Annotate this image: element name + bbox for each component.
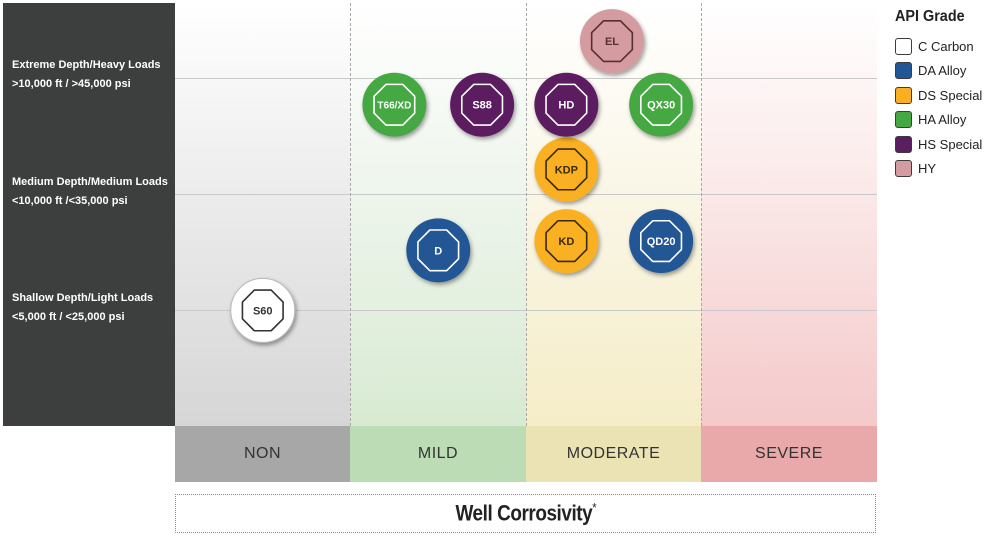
- legend-item-hy: HY: [895, 157, 999, 182]
- column-bg-severe: [701, 3, 877, 426]
- legend-items: C Carbon DA Alloy DS Special HA Alloy HS Spe…: [895, 34, 999, 181]
- legend-swatch-ds: [895, 86, 912, 104]
- column-bg-moderate: [526, 3, 701, 426]
- legend-swatch-da: [895, 62, 912, 80]
- column-bg-mild: [350, 3, 526, 426]
- legend-item-c: C Carbon: [895, 34, 999, 59]
- x-axis-title-text: Well Corrosivity: [455, 500, 592, 526]
- y-label-medium-detail: <10,000 ft /<35,000 psi: [12, 195, 128, 207]
- y-label-medium: Medium Depth/Medium Loads <10,000 ft /<3…: [12, 173, 168, 211]
- y-label-extreme-detail: >10,000 ft / >45,000 psi: [12, 78, 131, 90]
- y-axis-panel: Extreme Depth/Heavy Loads >10,000 ft / >…: [3, 3, 175, 426]
- legend-item-hs: HS Special: [895, 132, 999, 157]
- legend-title: API Grade: [895, 8, 965, 25]
- y-label-medium-name: Medium Depth/Medium Loads: [12, 176, 168, 188]
- legend-label-hs: HS Special: [918, 136, 983, 152]
- y-label-shallow-detail: <5,000 ft / <25,000 psi: [12, 311, 125, 323]
- column-bg-non: [175, 3, 350, 426]
- x-axis-title-asterisk: *: [591, 500, 596, 516]
- legend-swatch-hs: [895, 135, 912, 153]
- plot-area: [175, 3, 877, 426]
- legend-swatch-hy: [895, 160, 912, 178]
- column-divider-3: [701, 3, 702, 426]
- legend-label-hy: HY: [918, 161, 937, 177]
- legend-swatch-ha: [895, 111, 912, 129]
- column-divider-2: [526, 3, 527, 426]
- x-category-severe: SEVERE: [701, 426, 877, 482]
- legend-label-da: DA Alloy: [918, 63, 967, 79]
- legend-item-da: DA Alloy: [895, 59, 999, 84]
- legend-item-ha: HA Alloy: [895, 108, 999, 133]
- y-label-shallow: Shallow Depth/Light Loads <5,000 ft / <2…: [12, 289, 153, 327]
- legend-swatch-c: [895, 37, 912, 55]
- y-label-shallow-name: Shallow Depth/Light Loads: [12, 292, 154, 304]
- y-label-extreme: Extreme Depth/Heavy Loads >10,000 ft / >…: [12, 56, 161, 94]
- legend-item-ds: DS Special: [895, 83, 999, 108]
- x-axis-title-box: Well Corrosivity*: [175, 494, 876, 533]
- x-category-moderate: MODERATE: [526, 426, 701, 482]
- y-label-extreme-name: Extreme Depth/Heavy Loads: [12, 59, 161, 71]
- x-category-non: NON: [175, 426, 350, 482]
- column-divider-1: [350, 3, 351, 426]
- legend-label-c: C Carbon: [918, 38, 974, 54]
- x-axis-title: Well Corrosivity*: [455, 500, 596, 526]
- x-category-mild: MILD: [350, 426, 526, 482]
- legend-label-ds: DS Special: [918, 87, 983, 103]
- legend: API Grade C Carbon DA Alloy DS Special HA A…: [895, 8, 999, 181]
- legend-label-ha: HA Alloy: [918, 112, 967, 128]
